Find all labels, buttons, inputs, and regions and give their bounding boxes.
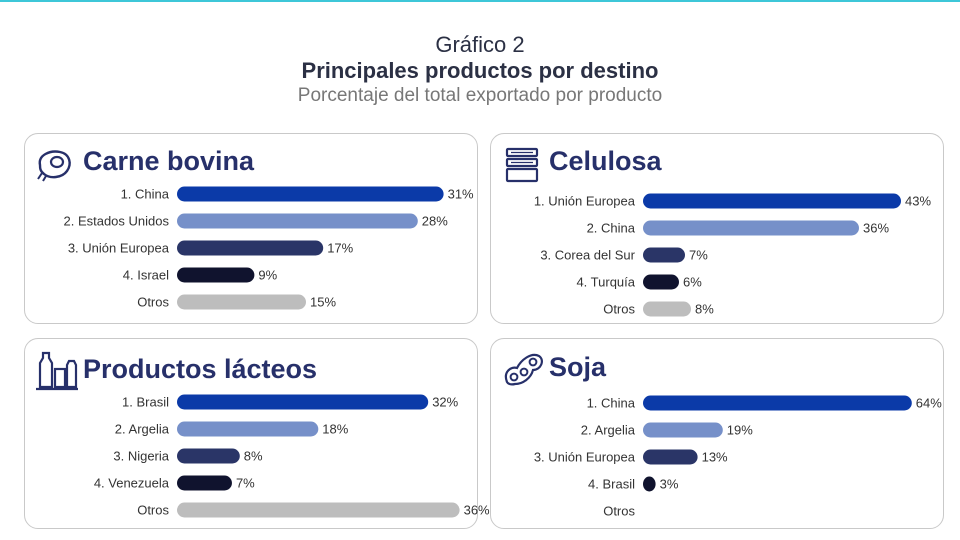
bar <box>177 394 429 410</box>
category-label: 1. Brasil <box>122 395 169 410</box>
value-label: 3% <box>660 477 679 492</box>
soybean-icon <box>504 353 543 386</box>
bar <box>643 301 691 317</box>
bar <box>177 421 319 437</box>
chart-header: Gráfico 2 Principales productos por dest… <box>0 32 960 108</box>
bar <box>177 448 240 464</box>
bar <box>177 294 306 310</box>
value-label: 64% <box>916 396 942 411</box>
bar <box>643 193 901 209</box>
bar-chart: 1. China 31% 2. Estados Unidos 28% 3. Unión … <box>63 186 474 310</box>
category-label: 3. Unión Europea <box>68 241 170 256</box>
value-label: 8% <box>695 302 714 317</box>
category-label: Otros <box>137 503 169 518</box>
bar-chart: 1. Brasil 32% 2. Argelia 18% 3. Nigeria 8% 4. … <box>94 394 490 518</box>
chart-subtitle: Porcentaje del total exportado por produ… <box>297 85 663 106</box>
milk-bottles-icon <box>36 351 78 391</box>
value-label: 36% <box>464 503 490 518</box>
category-label: Otros <box>603 302 635 317</box>
category-label: 1. Unión Europea <box>534 194 636 209</box>
panel-celulosa: Celulosa 1. Unión Europea 43% 2. China 36% 3… <box>490 133 944 324</box>
value-label: 43% <box>905 194 931 209</box>
bar <box>177 213 418 229</box>
chart-title: Principales productos por destino <box>301 58 659 83</box>
value-label: 13% <box>702 450 728 465</box>
bar <box>643 449 698 465</box>
bar <box>643 274 679 290</box>
bar-chart: 1. Unión Europea 43% 2. China 36% 3. Corea d… <box>534 193 931 317</box>
value-label: 18% <box>322 422 348 437</box>
bar <box>177 186 444 202</box>
bar <box>643 422 723 438</box>
category-label: 3. Corea del Sur <box>540 248 635 263</box>
category-label: 2. Estados Unidos <box>63 214 169 229</box>
bar <box>177 502 460 518</box>
value-label: 6% <box>683 275 702 290</box>
category-label: 2. Argelia <box>581 423 636 438</box>
bar <box>177 240 324 256</box>
bar <box>643 247 685 263</box>
panel-carne-bovina: Carne bovina 1. China 31% 2. Estados Unido… <box>24 133 478 324</box>
category-label: 1. China <box>587 396 636 411</box>
panel-title: Soja <box>549 352 607 382</box>
value-label: 7% <box>236 476 255 491</box>
category-label: Otros <box>137 295 169 310</box>
value-label: 9% <box>258 268 277 283</box>
bar <box>177 267 255 283</box>
category-label: 3. Unión Europea <box>534 450 636 465</box>
steak-icon <box>37 150 71 182</box>
category-label: 4. Venezuela <box>94 476 170 491</box>
panel-title: Carne bovina <box>83 146 255 176</box>
value-label: 19% <box>727 423 753 438</box>
panel-soja: Soja 1. China 64% 2. Argelia 19% 3. Unión Eu… <box>490 338 944 529</box>
paper-stack-icon <box>505 147 539 183</box>
value-label: 31% <box>448 187 474 202</box>
value-label: 28% <box>422 214 448 229</box>
bar <box>177 475 232 491</box>
bar <box>643 220 859 236</box>
bar <box>643 395 912 411</box>
value-label: 32% <box>432 395 458 410</box>
value-label: 15% <box>310 295 336 310</box>
value-label: 7% <box>689 248 708 263</box>
bar <box>643 476 656 492</box>
panel-title: Productos lácteos <box>83 354 318 384</box>
chart-number: Gráfico 2 <box>435 32 525 57</box>
bar-chart: 1. China 64% 2. Argelia 19% 3. Unión Europea… <box>534 395 942 519</box>
category-label: 4. Brasil <box>588 477 635 492</box>
category-label: Otros <box>603 504 635 519</box>
value-label: 8% <box>244 449 263 464</box>
category-label: 4. Israel <box>123 268 169 283</box>
category-label: 4. Turquía <box>576 275 635 290</box>
top-accent-line <box>0 0 960 2</box>
value-label: 17% <box>327 241 353 256</box>
panel-productos-lacteos: Productos lácteos 1. Brasil 32% 2. Argelia… <box>24 338 490 529</box>
category-label: 1. China <box>121 187 170 202</box>
category-label: 3. Nigeria <box>113 449 169 464</box>
category-label: 2. China <box>587 221 636 236</box>
panel-title: Celulosa <box>549 146 662 176</box>
value-label: 36% <box>863 221 889 236</box>
category-label: 2. Argelia <box>115 422 170 437</box>
